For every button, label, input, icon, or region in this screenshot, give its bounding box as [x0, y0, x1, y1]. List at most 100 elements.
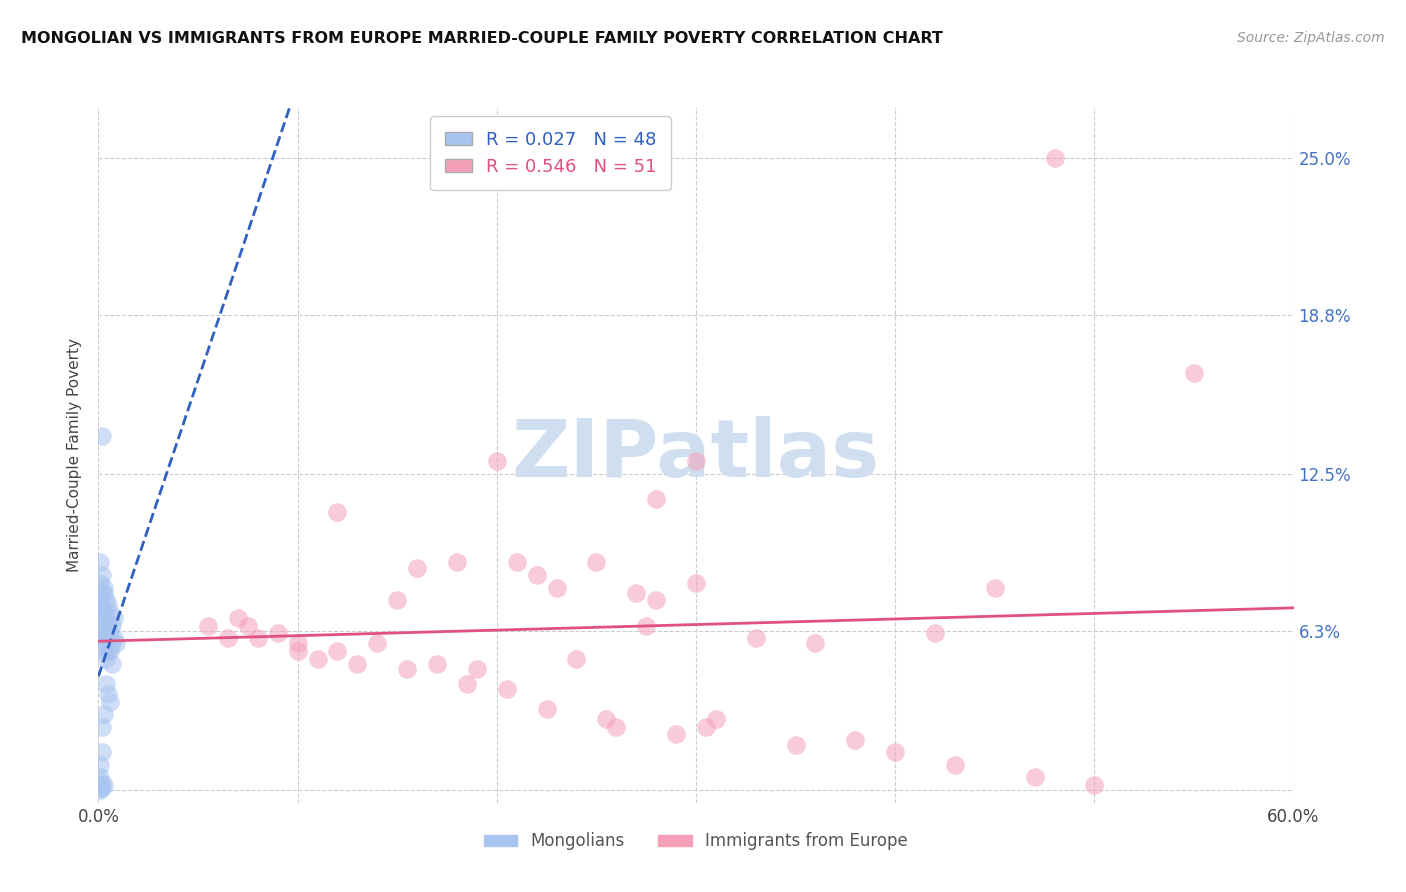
Point — [97, 618, 120, 632]
Point — [1182, 366, 1205, 380]
Point — [636, 618, 658, 632]
Point — [536, 702, 558, 716]
Legend: Mongolians, Immigrants from Europe: Mongolians, Immigrants from Europe — [478, 826, 914, 857]
Point — [595, 712, 617, 726]
Point — [546, 581, 568, 595]
Point — [605, 720, 627, 734]
Point — [93, 624, 115, 638]
Point — [89, 556, 111, 570]
Point — [217, 632, 239, 646]
Point — [506, 556, 529, 570]
Point — [485, 454, 508, 468]
Point — [101, 657, 124, 671]
Point — [426, 657, 449, 671]
Point — [103, 632, 125, 646]
Point — [89, 771, 111, 785]
Point — [89, 575, 111, 590]
Point — [93, 606, 115, 620]
Text: MONGOLIAN VS IMMIGRANTS FROM EUROPE MARRIED-COUPLE FAMILY POVERTY CORRELATION CH: MONGOLIAN VS IMMIGRANTS FROM EUROPE MARR… — [21, 31, 943, 46]
Point — [91, 568, 114, 582]
Point — [307, 651, 329, 665]
Point — [526, 568, 548, 582]
Point — [89, 778, 111, 792]
Point — [89, 780, 111, 795]
Point — [943, 757, 966, 772]
Point — [246, 632, 269, 646]
Point — [105, 636, 128, 650]
Point — [385, 593, 409, 607]
Point — [924, 626, 946, 640]
Point — [745, 632, 768, 646]
Point — [93, 707, 115, 722]
Point — [1024, 771, 1046, 785]
Point — [96, 677, 118, 691]
Point — [98, 695, 122, 709]
Point — [685, 454, 707, 468]
Point — [665, 727, 688, 741]
Point — [446, 556, 468, 570]
Point — [695, 720, 717, 734]
Point — [96, 632, 118, 646]
Point — [366, 636, 388, 650]
Point — [884, 745, 907, 759]
Point — [96, 611, 118, 625]
Point — [93, 778, 115, 792]
Point — [91, 601, 114, 615]
Point — [89, 611, 111, 625]
Point — [326, 644, 349, 658]
Point — [984, 581, 1007, 595]
Point — [626, 586, 648, 600]
Point — [287, 644, 309, 658]
Point — [197, 618, 219, 632]
Point — [704, 712, 727, 726]
Point — [287, 636, 309, 650]
Point — [89, 601, 111, 615]
Point — [93, 581, 115, 595]
Point — [101, 636, 124, 650]
Point — [97, 687, 120, 701]
Point — [396, 662, 419, 676]
Point — [89, 757, 111, 772]
Point — [91, 429, 114, 443]
Point — [97, 632, 120, 646]
Point — [97, 599, 120, 613]
Point — [456, 677, 478, 691]
Point — [267, 626, 290, 640]
Point — [685, 575, 707, 590]
Point — [465, 662, 488, 676]
Point — [1043, 151, 1066, 165]
Point — [844, 732, 866, 747]
Point — [645, 593, 668, 607]
Point — [93, 586, 115, 600]
Point — [101, 618, 124, 632]
Point — [1083, 778, 1105, 792]
Point — [89, 593, 111, 607]
Y-axis label: Married-Couple Family Poverty: Married-Couple Family Poverty — [67, 338, 83, 572]
Point — [585, 556, 607, 570]
Point — [97, 644, 120, 658]
Point — [645, 492, 668, 507]
Point — [98, 644, 122, 658]
Point — [93, 644, 115, 658]
Point — [236, 618, 259, 632]
Point — [406, 560, 429, 574]
Point — [91, 618, 114, 632]
Point — [96, 593, 118, 607]
Point — [495, 681, 517, 696]
Point — [93, 636, 115, 650]
Point — [785, 738, 807, 752]
Point — [89, 783, 111, 797]
Point — [565, 651, 588, 665]
Point — [91, 745, 114, 759]
Text: ZIPatlas: ZIPatlas — [512, 416, 880, 494]
Point — [346, 657, 368, 671]
Point — [96, 651, 118, 665]
Point — [98, 606, 122, 620]
Point — [91, 775, 114, 789]
Text: Source: ZipAtlas.com: Source: ZipAtlas.com — [1237, 31, 1385, 45]
Point — [103, 611, 125, 625]
Point — [326, 505, 349, 519]
Point — [91, 586, 114, 600]
Point — [91, 720, 114, 734]
Point — [91, 632, 114, 646]
